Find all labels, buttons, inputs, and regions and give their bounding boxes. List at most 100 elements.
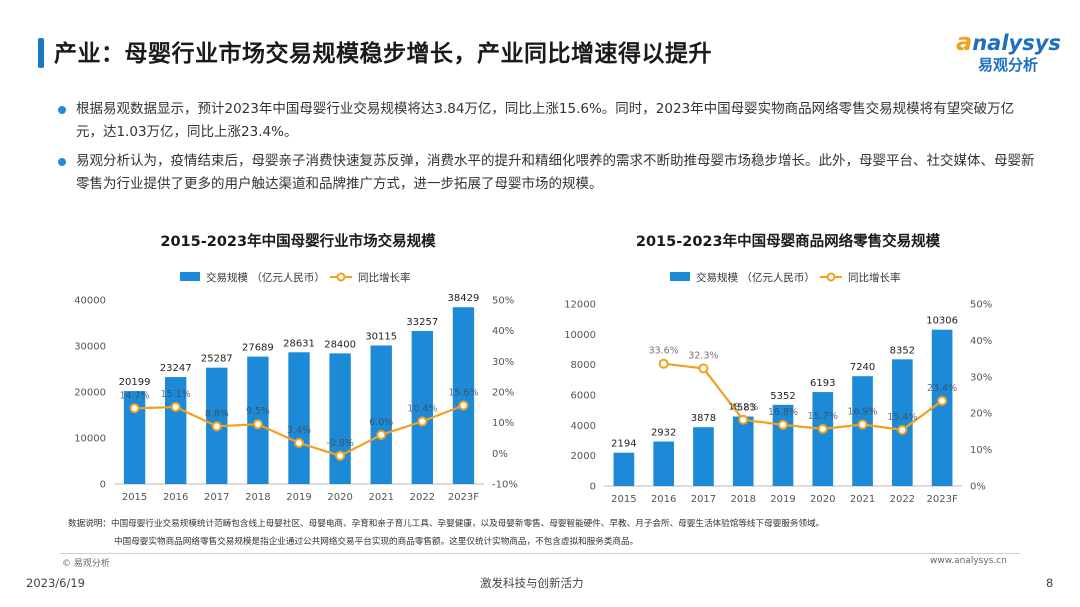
growth-rate-point xyxy=(897,424,908,435)
left-axis-tick: 6000 xyxy=(571,391,596,402)
x-axis-tick: 2016 xyxy=(163,492,188,503)
x-axis-tick: 2017 xyxy=(691,494,716,505)
x-axis-tick: 2021 xyxy=(850,494,875,505)
growth-rate-point xyxy=(129,403,140,414)
bar-value-label: 33257 xyxy=(406,317,438,328)
growth-rate-label: 9.5% xyxy=(246,406,270,417)
bar xyxy=(812,392,834,486)
x-axis-tick: 2016 xyxy=(651,494,676,505)
growth-rate-label: 14.7% xyxy=(119,390,149,401)
legend-line-marker xyxy=(336,272,346,282)
legend-line-marker xyxy=(826,272,836,282)
left-axis-tick: 30000 xyxy=(74,342,106,353)
bar xyxy=(931,329,953,486)
bar-value-label: 27689 xyxy=(242,343,274,354)
bar-value-label: 2194 xyxy=(611,439,636,450)
x-axis-tick: 2022 xyxy=(410,492,435,503)
footer-divider xyxy=(60,553,1020,554)
bar-value-label: 3878 xyxy=(691,413,716,424)
growth-rate-point xyxy=(252,419,263,430)
growth-rate-label: 3.4% xyxy=(287,425,311,436)
right-axis-tick: 40% xyxy=(970,336,992,347)
chart-title: 2015-2023年中国母婴行业市场交易规模 xyxy=(160,232,436,250)
growth-rate-label: 18.2% xyxy=(728,402,758,413)
left-axis-tick: 0 xyxy=(100,480,106,491)
left-axis-tick: 2000 xyxy=(571,451,596,462)
right-axis-tick: 10% xyxy=(970,445,992,456)
bar xyxy=(452,307,475,484)
bar xyxy=(613,452,635,486)
left-axis-tick: 4000 xyxy=(571,421,596,432)
x-axis-tick: 2023F xyxy=(927,494,958,505)
growth-rate-point xyxy=(170,402,181,413)
x-axis-tick: 2017 xyxy=(204,492,229,503)
bar-value-label: 6193 xyxy=(810,378,835,389)
growth-rate-point xyxy=(857,419,868,430)
bar-value-label: 8352 xyxy=(890,345,915,356)
bar xyxy=(123,391,146,484)
x-axis-tick: 2019 xyxy=(286,492,311,503)
bullet-dot-icon xyxy=(58,158,66,166)
left-axis-tick: 20000 xyxy=(74,388,106,399)
growth-rate-label: 15.4% xyxy=(887,412,917,423)
bar xyxy=(852,376,873,486)
bar xyxy=(164,377,187,484)
x-axis-tick: 2021 xyxy=(368,492,393,503)
data-note-2: 中国母婴实物商品网络零售交易规模是指企业通过公共网络交易平台实现的商品零售额。这… xyxy=(114,537,639,547)
growth-rate-point xyxy=(417,416,428,427)
bar-value-label: 28631 xyxy=(283,338,315,349)
growth-rate-label: 10.4% xyxy=(407,403,437,414)
growth-rate-label: 16.9% xyxy=(847,406,877,417)
bar-value-label: 5352 xyxy=(770,391,795,402)
website-link[interactable]: www.analysys.cn xyxy=(930,556,1007,566)
growth-rate-point xyxy=(698,363,709,374)
growth-rate-point xyxy=(376,429,387,440)
right-axis-tick: 10% xyxy=(492,418,514,429)
growth-rate-label: 8.8% xyxy=(205,408,229,419)
bar xyxy=(288,352,310,484)
bullet-dot-icon xyxy=(58,106,66,114)
x-axis-tick: 2020 xyxy=(327,492,352,503)
right-axis-tick: 50% xyxy=(492,296,514,307)
growth-rate-point xyxy=(778,419,788,430)
growth-rate-point xyxy=(937,395,948,406)
right-axis-tick: 50% xyxy=(970,300,992,311)
legend-bar-swatch xyxy=(670,272,690,281)
right-axis-tick: -10% xyxy=(492,480,518,491)
bar-value-label: 7240 xyxy=(850,362,875,373)
data-note-1: 数据说明：中国母婴行业交易规模统计范畴包含线上母婴社区、母婴电商、孕育和亲子育儿… xyxy=(68,519,825,529)
growth-rate-point xyxy=(211,421,222,432)
logo-wordmark: analysys xyxy=(956,28,1061,56)
x-axis-tick: 2018 xyxy=(730,494,755,505)
growth-rate-label: 23.4% xyxy=(927,383,957,394)
left-axis-tick: 0 xyxy=(590,482,596,493)
bullet-item: 根据易观数据显示，预计2023年中国母婴行业交易规模将达3.84万亿，同比上涨1… xyxy=(56,98,1036,144)
footer-slogan: 激发科技与创新活力 xyxy=(480,576,584,590)
growth-rate-point xyxy=(294,437,304,448)
x-axis-tick: 2019 xyxy=(770,494,795,505)
bar xyxy=(653,441,675,486)
footer-date: 2023/6/19 xyxy=(26,576,85,590)
x-axis-tick: 2020 xyxy=(810,494,835,505)
growth-rate-point xyxy=(658,358,669,369)
left-axis-tick: 10000 xyxy=(564,330,596,341)
chart-title: 2015-2023年中国母婴商品网络零售交易规模 xyxy=(636,232,941,250)
left-axis-tick: 10000 xyxy=(74,434,106,445)
growth-rate-line xyxy=(663,362,943,432)
x-axis-tick: 2015 xyxy=(611,494,636,505)
growth-rate-label: 6.0% xyxy=(369,417,393,428)
x-axis-tick: 2018 xyxy=(245,492,270,503)
bar-value-label: 30115 xyxy=(365,331,397,342)
bar-value-label: 25287 xyxy=(201,354,233,365)
right-axis-tick: 30% xyxy=(970,372,992,383)
bar-value-label: 28400 xyxy=(324,339,356,350)
logo-chinese: 易观分析 xyxy=(978,56,1039,74)
bar-value-label: 4583 xyxy=(730,402,755,413)
page-title: 产业：母婴行业市场交易规模稳步增长，产业同比增速得以提升 xyxy=(54,41,712,67)
page-number: 8 xyxy=(1046,576,1054,590)
legend-line-label: 同比增长率 xyxy=(358,271,411,284)
growth-rate-label: 16.8% xyxy=(768,407,798,418)
bar-value-label: 20199 xyxy=(119,377,151,388)
growth-rate-label: 15.1% xyxy=(161,389,191,400)
